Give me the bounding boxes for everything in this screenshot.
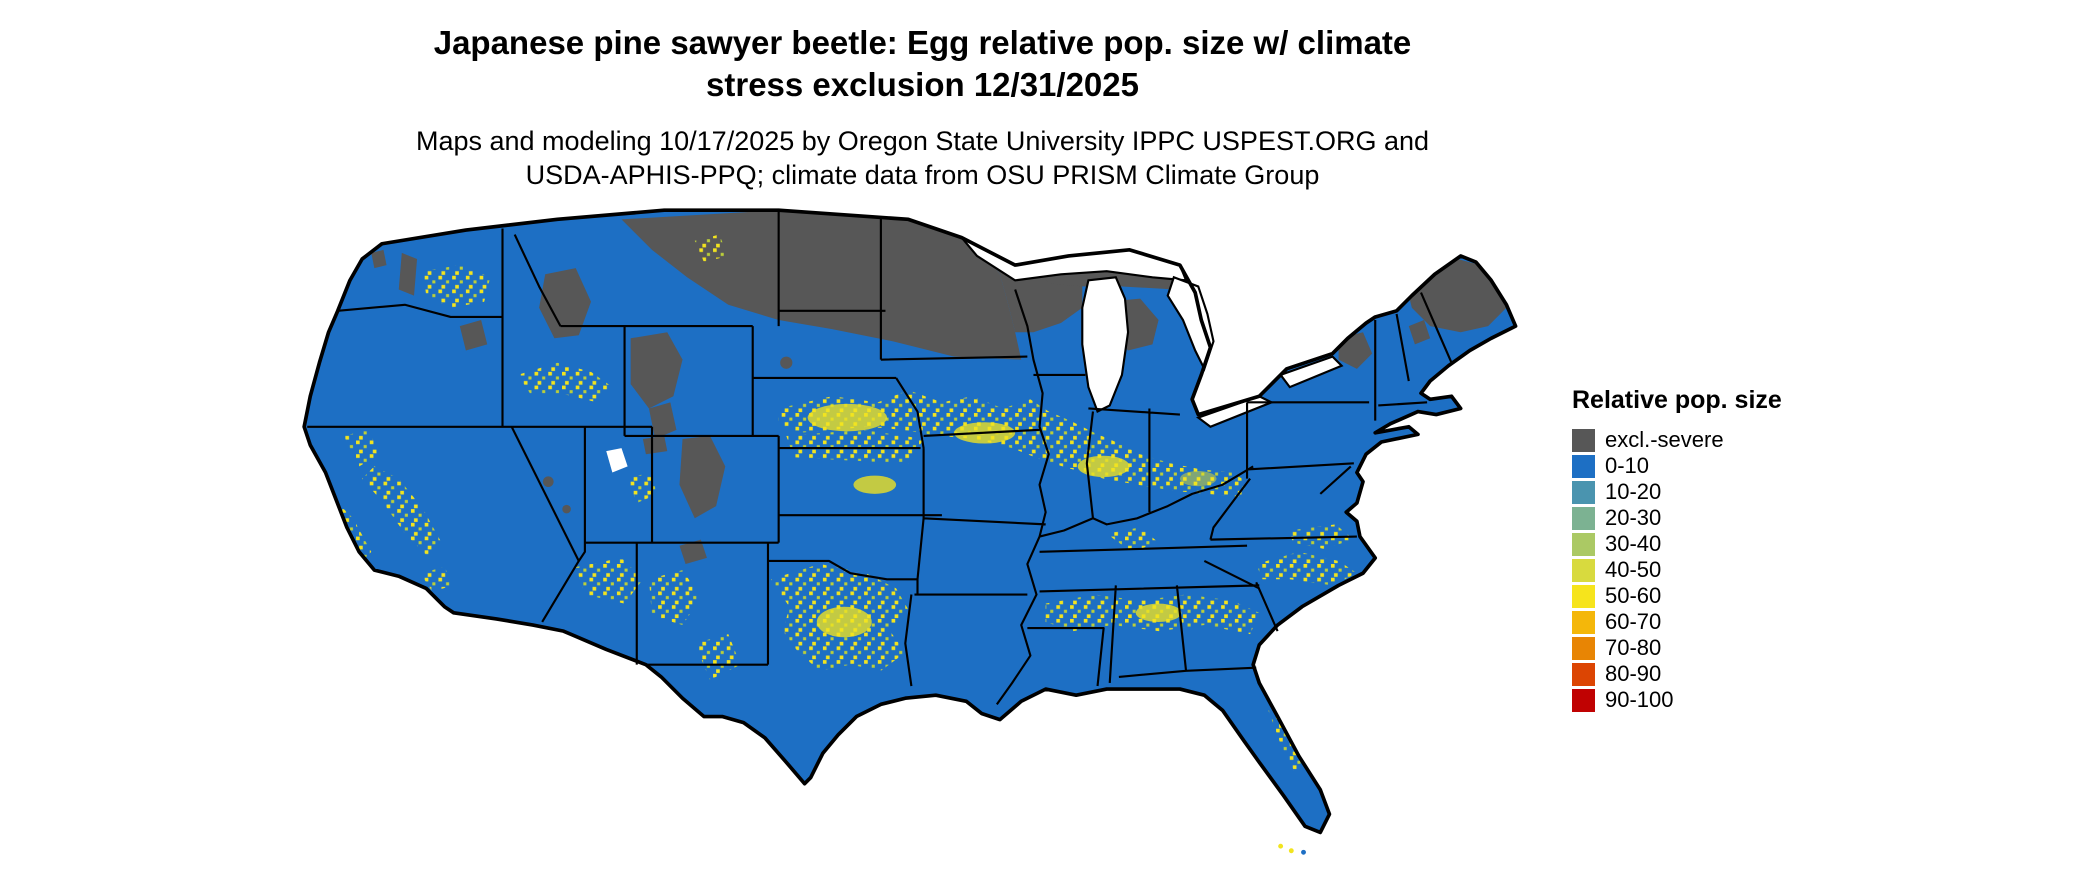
legend-label: 30-40 [1605,531,1662,556]
legend-item: 60-70 [1572,609,1782,635]
lake-michigan [1081,276,1130,414]
legend-label: 90-100 [1605,687,1674,712]
great-lakes [606,236,1344,473]
legend-item: 40-50 [1572,557,1782,583]
page-title-line1: Japanese pine sawyer beetle: Egg relativ… [433,24,1412,61]
legend-swatch [1572,662,1595,686]
map-subtitle: Maps and modeling 10/17/2025 by Oregon S… [0,124,1845,192]
map-legend: Relative pop. size excl.-severe 0-10 10-20… [1572,386,1782,713]
map-raster-layers [304,210,1516,833]
population-speckle-regions [328,234,1357,775]
legend-swatch [1572,636,1595,660]
florida-keys-specks [1278,843,1306,855]
legend-item: 0-10 [1572,453,1782,479]
map-header: Japanese pine sawyer beetle: Egg relativ… [0,22,1845,192]
state-boundaries [307,210,1453,705]
great-salt-lake [606,448,628,473]
legend-swatch [1572,584,1595,608]
lake-ontario [1278,355,1344,389]
subtitle-line2: USDA-APHIS-PPQ; climate data from OSU PR… [525,160,1320,190]
legend-swatch [1572,428,1595,452]
legend-swatch [1572,558,1595,582]
page-title-line2: stress exclusion 12/31/2025 [706,66,1139,103]
legend-item: 70-80 [1572,635,1782,661]
legend-items: excl.-severe 0-10 10-20 20-30 30-40 40-50 50-6… [1572,427,1782,713]
legend-label: excl.-severe [1605,427,1724,452]
legend-label: 40-50 [1605,557,1662,582]
legend-item: 20-30 [1572,505,1782,531]
legend-label: 60-70 [1605,609,1662,634]
legend-label: 80-90 [1605,661,1662,686]
us-outline [302,208,1518,835]
legend-label: 0-10 [1605,453,1650,478]
legend-swatch [1572,532,1595,556]
legend-item: 10-20 [1572,479,1782,505]
legend-item: 30-40 [1572,531,1782,557]
legend-item: 50-60 [1572,583,1782,609]
us-map-svg [302,208,1518,855]
legend-label: 10-20 [1605,479,1662,504]
legend-label: 50-60 [1605,583,1662,608]
legend-label: 70-80 [1605,635,1662,660]
legend-title: Relative pop. size [1572,386,1782,414]
us-map [295,198,1540,866]
legend-swatch [1572,480,1595,504]
legend-swatch [1572,688,1595,712]
legend-swatch [1572,506,1595,530]
legend-item: 90-100 [1572,687,1782,713]
legend-swatch [1572,610,1595,634]
legend-item: excl.-severe [1572,427,1782,453]
legend-swatch [1572,454,1595,478]
subtitle-line1: Maps and modeling 10/17/2025 by Oregon S… [415,126,1430,156]
legend-item: 80-90 [1572,661,1782,687]
legend-label: 20-30 [1605,505,1662,530]
